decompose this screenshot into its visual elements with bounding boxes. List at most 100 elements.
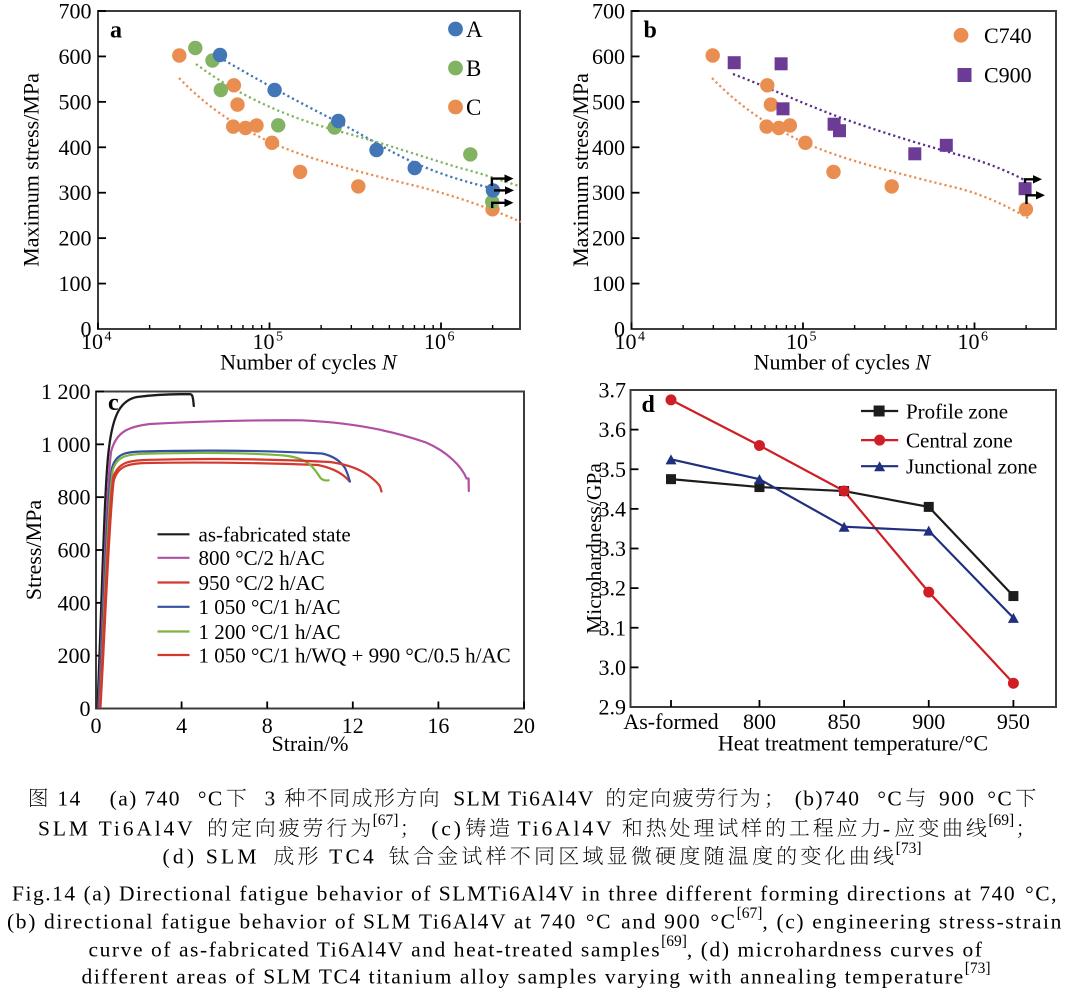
svg-text:300: 300 bbox=[59, 180, 92, 205]
svg-text:0: 0 bbox=[614, 317, 625, 342]
svg-text:10: 10 bbox=[786, 329, 808, 354]
svg-text:°C: °C bbox=[198, 787, 224, 811]
svg-text:(b)740: (b)740 bbox=[795, 787, 861, 811]
svg-text:and 900: and 900 bbox=[621, 910, 701, 934]
svg-text:[69]: [69] bbox=[988, 812, 1014, 829]
svg-text:3.0: 3.0 bbox=[599, 655, 627, 680]
svg-text:N: N bbox=[914, 350, 931, 375]
svg-text:As-formed: As-formed bbox=[623, 709, 718, 734]
svg-text:100: 100 bbox=[59, 271, 92, 296]
svg-text:3.7: 3.7 bbox=[599, 378, 627, 403]
svg-text:200: 200 bbox=[58, 643, 91, 668]
svg-text:C900: C900 bbox=[984, 63, 1032, 88]
svg-text:°C: °C bbox=[877, 787, 903, 811]
svg-text:400: 400 bbox=[58, 590, 91, 615]
svg-text:500: 500 bbox=[592, 89, 625, 114]
svg-text:10: 10 bbox=[615, 329, 637, 354]
svg-text:12: 12 bbox=[342, 713, 364, 738]
svg-text:700: 700 bbox=[59, 0, 92, 24]
svg-text:A: A bbox=[466, 17, 483, 42]
svg-text:(c): (c) bbox=[431, 817, 463, 841]
svg-text:Number of cycles: Number of cycles bbox=[754, 350, 910, 375]
svg-text:600: 600 bbox=[59, 44, 92, 69]
svg-text:950 °C/2 h/AC: 950 °C/2 h/AC bbox=[199, 571, 325, 595]
svg-text:°C: °C bbox=[987, 787, 1013, 811]
svg-text:3.6: 3.6 bbox=[599, 417, 627, 442]
svg-text:600: 600 bbox=[592, 44, 625, 69]
svg-text:4: 4 bbox=[638, 330, 645, 345]
svg-text:10: 10 bbox=[253, 329, 275, 354]
svg-text:200: 200 bbox=[59, 226, 92, 251]
svg-text:Central zone: Central zone bbox=[906, 428, 1013, 452]
svg-text:1 000: 1 000 bbox=[41, 432, 91, 457]
svg-text:-: - bbox=[883, 817, 893, 841]
svg-text:1 200 °C/1 h/AC: 1 200 °C/1 h/AC bbox=[199, 620, 341, 644]
svg-text:6: 6 bbox=[448, 330, 455, 345]
svg-text:10: 10 bbox=[958, 329, 980, 354]
svg-text:8: 8 bbox=[262, 713, 273, 738]
svg-text:700: 700 bbox=[592, 0, 625, 24]
svg-text:Number of cycles: Number of cycles bbox=[220, 350, 376, 375]
svg-text:[73]: [73] bbox=[896, 840, 922, 857]
svg-text:500: 500 bbox=[59, 89, 92, 114]
svg-text:900: 900 bbox=[939, 787, 975, 811]
svg-text:b: b bbox=[644, 18, 657, 44]
svg-text:3.4: 3.4 bbox=[599, 496, 627, 521]
svg-text:600: 600 bbox=[58, 538, 91, 563]
svg-text:950: 950 bbox=[997, 709, 1030, 734]
svg-text:(d) SLM: (d) SLM bbox=[163, 845, 260, 869]
svg-text:3.2: 3.2 bbox=[599, 576, 627, 601]
svg-text:10: 10 bbox=[424, 329, 446, 354]
svg-text:0: 0 bbox=[80, 696, 91, 721]
svg-text:300: 300 bbox=[592, 180, 625, 205]
svg-text:5: 5 bbox=[276, 330, 283, 345]
svg-text:Ti6Al4V: Ti6Al4V bbox=[517, 817, 614, 841]
svg-text:3: 3 bbox=[264, 787, 276, 811]
svg-text:4: 4 bbox=[105, 330, 112, 345]
svg-text:Fig.14 (a) Directional fatigue: Fig.14 (a) Directional fatigue behavior … bbox=[12, 882, 1016, 906]
svg-text:C740: C740 bbox=[984, 23, 1032, 48]
svg-text:d: d bbox=[642, 392, 656, 418]
svg-text:800: 800 bbox=[58, 485, 91, 510]
svg-text:Maximum stress/MPa: Maximum stress/MPa bbox=[568, 73, 593, 267]
svg-text:[67]: [67] bbox=[373, 812, 399, 829]
svg-text:SLM Ti6Al4V: SLM Ti6Al4V bbox=[453, 787, 594, 811]
svg-text:800: 800 bbox=[743, 709, 776, 734]
svg-text:, (c) engineering stress-strai: , (c) engineering stress-strain bbox=[762, 910, 1063, 934]
svg-text:3.3: 3.3 bbox=[599, 536, 627, 561]
svg-text:Heat treatment temperature/°C: Heat treatment temperature/°C bbox=[718, 731, 988, 756]
svg-text:900: 900 bbox=[912, 709, 945, 734]
svg-text:B: B bbox=[466, 56, 481, 81]
svg-text:3.5: 3.5 bbox=[599, 457, 627, 482]
svg-text:c: c bbox=[108, 390, 119, 416]
svg-text:°C,: °C, bbox=[1025, 882, 1058, 906]
svg-text:0: 0 bbox=[91, 713, 102, 738]
svg-text:0: 0 bbox=[81, 317, 92, 342]
svg-text:N: N bbox=[381, 350, 398, 375]
svg-text:[67]: [67] bbox=[737, 905, 763, 922]
svg-text:°C: °C bbox=[586, 910, 612, 934]
svg-text:5: 5 bbox=[810, 330, 817, 345]
svg-text:2.9: 2.9 bbox=[599, 695, 627, 720]
svg-text:400: 400 bbox=[592, 135, 625, 160]
svg-text:3.1: 3.1 bbox=[599, 615, 627, 640]
svg-text:4: 4 bbox=[176, 713, 187, 738]
svg-text:, (d) microhardness curves of: , (d) microhardness curves of bbox=[687, 938, 984, 962]
svg-text:10: 10 bbox=[81, 329, 103, 354]
svg-text:200: 200 bbox=[592, 226, 625, 251]
svg-text:Profile zone: Profile zone bbox=[906, 399, 1008, 423]
svg-text:SLM Ti6Al4V: SLM Ti6Al4V bbox=[38, 817, 196, 841]
svg-text:TC4: TC4 bbox=[329, 845, 377, 869]
svg-text:[73]: [73] bbox=[965, 960, 991, 977]
svg-text:1 050 °C/1 h/WQ + 990 °C/0.5 h: 1 050 °C/1 h/WQ + 990 °C/0.5 h/AC bbox=[199, 643, 511, 667]
svg-text:6: 6 bbox=[981, 330, 988, 345]
svg-text:16: 16 bbox=[427, 713, 449, 738]
svg-text:1 050 °C/1 h/AC: 1 050 °C/1 h/AC bbox=[199, 595, 341, 619]
svg-text:Junctional zone: Junctional zone bbox=[906, 455, 1037, 479]
svg-text:20: 20 bbox=[513, 713, 535, 738]
svg-text:as-fabricated state: as-fabricated state bbox=[199, 523, 351, 547]
svg-text:C: C bbox=[466, 95, 481, 120]
svg-text:800 °C/2 h/AC: 800 °C/2 h/AC bbox=[199, 546, 325, 570]
svg-text:400: 400 bbox=[59, 135, 92, 160]
svg-text:curve of as-fabricated Ti6Al4V: curve of as-fabricated Ti6Al4V and heat-… bbox=[89, 938, 662, 962]
